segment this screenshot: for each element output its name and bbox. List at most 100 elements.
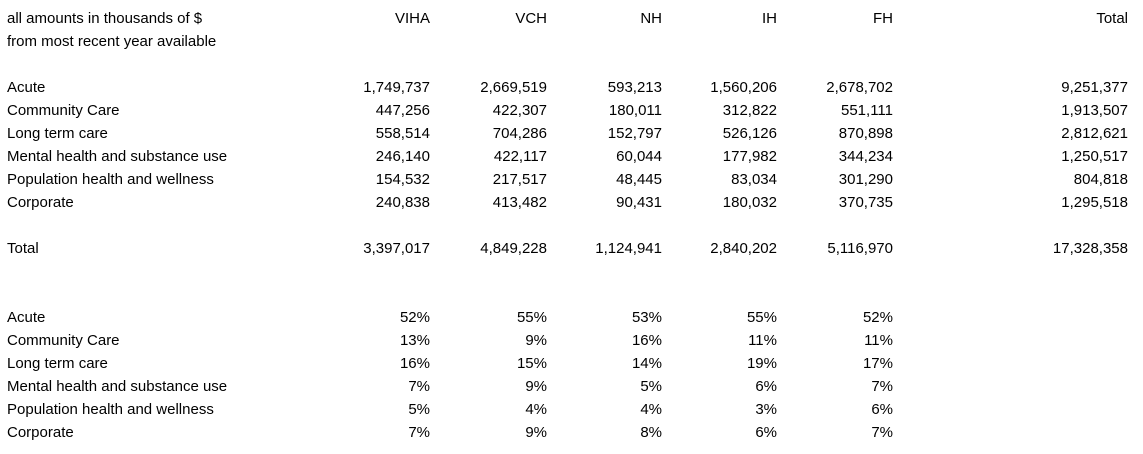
cell-total: 804,818 — [1073, 171, 1128, 188]
column-header-ih: IH — [762, 10, 777, 27]
cell-vch: 9% — [525, 332, 547, 349]
percent-row-corporate: Corporate 7% 9% 8% 6% 7% — [7, 421, 1143, 444]
cell-vch: 9% — [525, 378, 547, 395]
cell-ih: 11% — [748, 332, 777, 349]
cell-ih: 55% — [746, 309, 777, 326]
cell-viha: 7% — [408, 424, 430, 441]
cell-total-empty — [893, 306, 1128, 329]
cell-vch: 413,482 — [492, 194, 547, 211]
note-row: from most recent year available — [7, 30, 1143, 53]
cell-vch: 422,117 — [493, 148, 547, 165]
row-label: Acute — [7, 79, 46, 96]
column-header-nh: NH — [640, 10, 662, 27]
header-row: all amounts in thousands of $ VIHA VCH N… — [7, 7, 1143, 30]
cell-total-empty — [893, 329, 1128, 352]
cell-fh: 11% — [864, 332, 893, 349]
cell-ih: 177,982 — [722, 148, 777, 165]
cell-nh: 90,431 — [616, 194, 662, 211]
cell-nh: 5% — [640, 378, 662, 395]
blank-row — [7, 214, 1143, 237]
cell-ih: 3% — [755, 401, 777, 418]
cell-vch: 704,286 — [492, 125, 547, 142]
blank-row — [7, 53, 1143, 76]
units-note-line1: all amounts in thousands of $ — [7, 10, 203, 27]
cell-ih: 83,034 — [731, 171, 777, 188]
cell-nh: 593,213 — [607, 79, 662, 96]
cell-total: 1,913,507 — [1061, 102, 1128, 119]
row-label: Community Care — [7, 332, 120, 349]
column-header-fh: FH — [873, 10, 893, 27]
cell-vch: 9% — [525, 424, 547, 441]
percent-row-mental-health: Mental health and substance use 7% 9% 5%… — [7, 375, 1143, 398]
table-row-mental-health: Mental health and substance use 246,140 … — [7, 145, 1143, 168]
cell-ih: 180,032 — [722, 194, 777, 211]
cell-ih: 2,840,202 — [710, 240, 777, 257]
cell-viha: 7% — [408, 378, 430, 395]
cell-fh: 6% — [871, 401, 893, 418]
row-label: Community Care — [7, 102, 120, 119]
cell-nh: 48,445 — [616, 171, 662, 188]
cell-total-empty — [893, 375, 1128, 398]
cell-viha: 154,532 — [375, 171, 430, 188]
cell-fh: 370,735 — [838, 194, 893, 211]
cell-viha: 240,838 — [375, 194, 430, 211]
cell-fh: 551,111 — [841, 102, 893, 119]
column-header-viha: VIHA — [394, 10, 430, 27]
cell-nh: 16% — [631, 332, 662, 349]
row-label: Long term care — [7, 125, 108, 142]
cell-total-empty — [893, 352, 1128, 375]
cell-ih: 19% — [746, 355, 777, 372]
row-label: Corporate — [7, 194, 74, 211]
table-row-community-care: Community Care 447,256 422,307 180,011 3… — [7, 99, 1143, 122]
cell-vch: 217,517 — [492, 171, 547, 188]
cell-vch: 55% — [516, 309, 547, 326]
cell-fh: 2,678,702 — [826, 79, 893, 96]
percent-row-long-term-care: Long term care 16% 15% 14% 19% 17% — [7, 352, 1143, 375]
cell-viha: 13% — [399, 332, 430, 349]
row-label: Mental health and substance use — [7, 378, 228, 395]
spending-table: all amounts in thousands of $ VIHA VCH N… — [7, 7, 1143, 444]
cell-nh: 152,797 — [607, 125, 662, 142]
cell-nh: 53% — [631, 309, 662, 326]
cell-ih: 1,560,206 — [710, 79, 777, 96]
cell-fh: 301,290 — [838, 171, 893, 188]
cell-viha: 246,140 — [375, 148, 430, 165]
units-note-line2: from most recent year available — [7, 33, 217, 50]
blank-row — [7, 283, 1143, 306]
cell-fh: 52% — [862, 309, 893, 326]
cell-total: 9,251,377 — [1061, 79, 1128, 96]
cell-viha: 5% — [408, 401, 430, 418]
percent-row-community-care: Community Care 13% 9% 16% 11% 11% — [7, 329, 1143, 352]
cell-nh: 14% — [631, 355, 662, 372]
cell-vch: 4% — [525, 401, 547, 418]
percent-row-acute: Acute 52% 55% 53% 55% 52% — [7, 306, 1143, 329]
row-label: Population health and wellness — [7, 401, 214, 418]
percent-row-population-health: Population health and wellness 5% 4% 4% … — [7, 398, 1143, 421]
row-label: Corporate — [7, 424, 74, 441]
cell-total: 2,812,621 — [1061, 125, 1128, 142]
cell-ih: 312,822 — [722, 102, 777, 119]
row-label: Total — [7, 240, 39, 257]
cell-total-empty — [893, 398, 1128, 421]
cell-fh: 17% — [862, 355, 893, 372]
cell-viha: 1,749,737 — [363, 79, 430, 96]
cell-nh: 4% — [640, 401, 662, 418]
table-row-long-term-care: Long term care 558,514 704,286 152,797 5… — [7, 122, 1143, 145]
table-row-grand-total: Total 3,397,017 4,849,228 1,124,941 2,84… — [7, 237, 1143, 260]
row-label: Acute — [7, 309, 46, 326]
cell-ih: 6% — [755, 424, 777, 441]
cell-ih: 6% — [755, 378, 777, 395]
cell-nh: 1,124,941 — [595, 240, 662, 257]
cell-fh: 7% — [871, 424, 893, 441]
cell-fh: 7% — [871, 378, 893, 395]
cell-fh: 870,898 — [838, 125, 893, 142]
table-row-acute: Acute 1,749,737 2,669,519 593,213 1,560,… — [7, 76, 1143, 99]
cell-viha: 3,397,017 — [363, 240, 430, 257]
cell-viha: 447,256 — [375, 102, 430, 119]
table-row-corporate: Corporate 240,838 413,482 90,431 180,032… — [7, 191, 1143, 214]
cell-nh: 180,011 — [608, 102, 662, 119]
cell-total: 1,295,518 — [1061, 194, 1128, 211]
cell-total-empty — [893, 421, 1128, 444]
cell-nh: 60,044 — [616, 148, 662, 165]
row-label: Long term care — [7, 355, 108, 372]
